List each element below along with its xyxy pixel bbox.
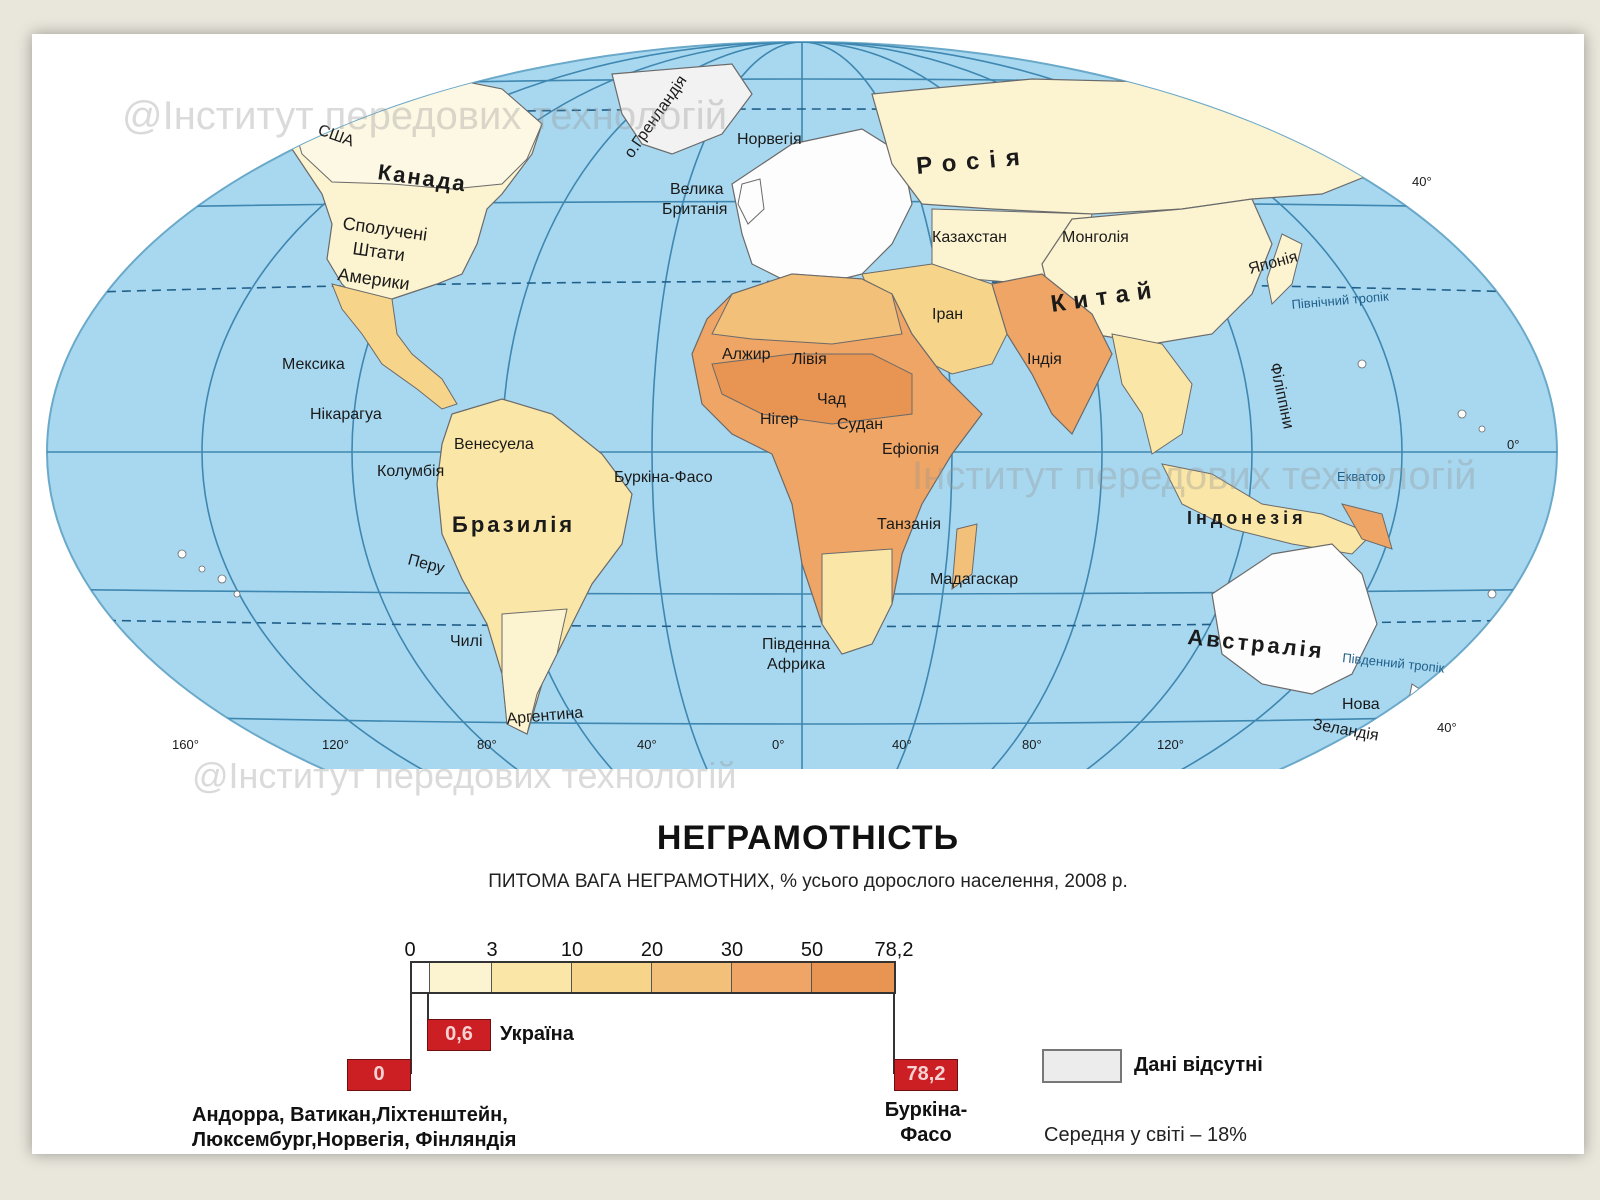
min-value-box: 0	[347, 1059, 411, 1091]
max-value-box: 78,2	[894, 1059, 958, 1091]
connector-max	[893, 992, 895, 1074]
madagascar-landmass	[951, 523, 978, 591]
scale-cell-50-78	[812, 963, 894, 992]
label-libya: Лівія	[792, 351, 827, 368]
legend-panel: @Інститут передових технологій НЕГРАМОТН…	[32, 755, 1584, 1154]
label-india: Індія	[1027, 351, 1062, 368]
label-sudan: Судан	[837, 416, 883, 433]
no-data-label: Дані відсутні	[1134, 1054, 1263, 1076]
papua-landmass	[1340, 503, 1393, 550]
grid-label-lon-40w: 40°	[637, 737, 657, 752]
min-countries-line-1: Андорра, Ватикан,Ліхтенштейн,	[192, 1104, 508, 1126]
label-nicaragua: Нікарагуа	[310, 406, 382, 423]
color-scale	[410, 961, 896, 994]
legend-subtitle: ПИТОМА ВАГА НЕГРАМОТНИХ, % усього доросл…	[488, 871, 1128, 892]
world-average-note: Середня у світі – 18%	[1044, 1124, 1247, 1146]
europe-landmass	[731, 128, 913, 285]
label-norway: Норвегія	[737, 131, 802, 148]
sahel-africa	[711, 353, 913, 425]
label-south-africa-2: Африка	[767, 656, 825, 673]
label-equator: Екватор	[1337, 469, 1385, 484]
south-asia	[991, 273, 1113, 436]
max-country-line-1: Буркіна-	[884, 1099, 968, 1121]
label-niger: Нігер	[760, 411, 798, 428]
scale-tick-max: 78,2	[874, 939, 914, 961]
grid-label-lon-120w: 120°	[322, 737, 349, 752]
southern-africa	[821, 548, 893, 655]
label-argentina: Аргентина	[506, 704, 584, 728]
mexico-central-america	[331, 283, 458, 410]
no-data-swatch	[1042, 1049, 1122, 1083]
label-brazil: Бразилія	[452, 512, 575, 537]
label-chad: Чад	[817, 391, 847, 408]
southeast-asia	[1111, 333, 1193, 455]
grid-label-lon-120e: 120°	[1157, 737, 1184, 752]
connector-ukraine	[427, 992, 429, 1022]
max-country-line-2: Фасо	[900, 1124, 952, 1146]
watermark-middle: Інститут передових технологій	[912, 454, 1477, 498]
ukraine-label: Україна	[500, 1023, 574, 1045]
grid-label-lat-40s: 40°	[1437, 720, 1457, 735]
southern-cone	[501, 608, 568, 735]
label-chile: Чилі	[450, 633, 483, 650]
label-south-africa-1: Південна	[762, 636, 830, 653]
grid-label-lat-0: 0°	[1507, 437, 1519, 452]
scale-tick-3: 3	[486, 939, 498, 961]
ukraine-value-box: 0,6	[427, 1019, 491, 1051]
label-new-zealand-1: Нова	[1342, 696, 1380, 713]
scale-tick-50: 50	[800, 939, 824, 961]
grid-label-lat-40n: 40°	[1412, 174, 1432, 189]
australia-landmass	[1211, 543, 1378, 695]
label-kazakhstan: Казахстан	[932, 229, 1007, 246]
label-burkina: Буркіна-Фасо	[614, 469, 713, 486]
grid-label-lon-80w: 80°	[477, 737, 497, 752]
world-map: США Канада о.Гренландія Норвегія Велика …	[32, 34, 1584, 769]
min-countries-line-2: Люксембург,Норвегія, Фінляндія	[192, 1129, 517, 1151]
grid-label-lon-160w: 160°	[172, 737, 199, 752]
label-indonesia: Індонезія	[1187, 508, 1307, 528]
britain-landmass	[737, 178, 765, 225]
south-america-landmass	[436, 398, 633, 735]
scale-cell-30-50	[732, 963, 812, 992]
grid-label-lon-0: 0°	[772, 737, 784, 752]
label-mongolia: Монголія	[1062, 229, 1129, 246]
watermark-top: @Інститут передових технологій	[122, 94, 728, 138]
label-algeria: Алжир	[722, 346, 771, 363]
scale-cell-20-30	[652, 963, 732, 992]
north-africa	[711, 273, 903, 345]
scale-tick-20: 20	[640, 939, 664, 961]
scale-cell-10-20	[572, 963, 652, 992]
label-colombia: Колумбія	[377, 463, 444, 480]
label-great-britain-2: Британія	[662, 201, 727, 218]
scale-cell-3-10	[492, 963, 572, 992]
label-madagascar: Мадагаскар	[930, 571, 1018, 588]
label-great-britain-1: Велика	[670, 181, 724, 198]
label-venezuela: Венесуела	[454, 436, 534, 453]
map-canvas: США Канада о.Гренландія Норвегія Велика …	[46, 41, 1558, 769]
scale-tick-10: 10	[560, 939, 584, 961]
label-mexico: Мексика	[282, 356, 345, 373]
watermark-legend: @Інститут передових технологій	[192, 755, 737, 796]
connector-min	[410, 992, 412, 1074]
label-ethiopia: Ефіопія	[882, 441, 939, 458]
label-iran: Іран	[932, 306, 963, 323]
scale-cell-ukraine-gap	[412, 963, 430, 992]
indonesia-islands	[1161, 463, 1373, 555]
scale-cell-0-3	[430, 963, 492, 992]
legend-title: НЕГРАМОТНІСТЬ	[656, 819, 960, 857]
scale-tick-0: 0	[404, 939, 416, 961]
scale-tick-30: 30	[720, 939, 744, 961]
japan-landmass	[1266, 233, 1303, 306]
grid-label-lon-40e: 40°	[892, 737, 912, 752]
map-frame: США Канада о.Гренландія Норвегія Велика …	[32, 34, 1584, 1154]
grid-label-lon-80e: 80°	[1022, 737, 1042, 752]
label-tanzania: Танзанія	[877, 516, 941, 533]
greenland-landmass	[611, 63, 753, 155]
